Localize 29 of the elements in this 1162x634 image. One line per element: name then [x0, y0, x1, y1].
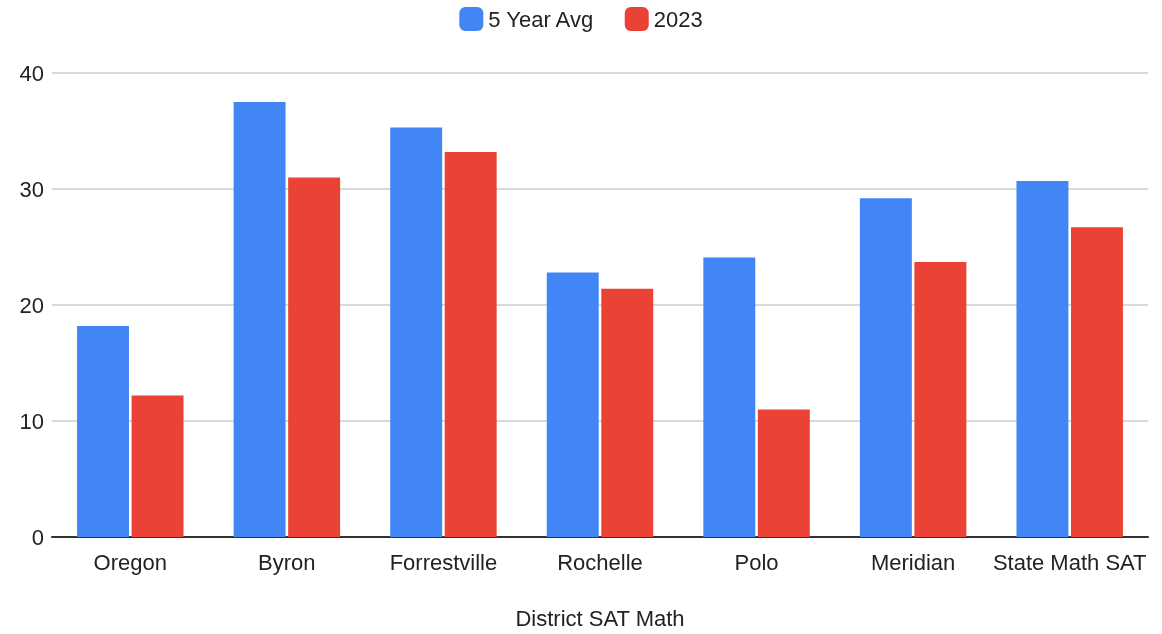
- x-tick-label: Forrestville: [389, 549, 498, 575]
- x-tick-label: Meridian: [870, 549, 956, 575]
- bar: [546, 272, 599, 537]
- bar: [288, 177, 341, 537]
- bar: [233, 102, 286, 537]
- bar: [444, 151, 497, 537]
- x-axis-title: District SAT Math: [515, 605, 685, 631]
- x-tick-label: Rochelle: [557, 549, 643, 575]
- bar: [1071, 227, 1123, 537]
- bar: [77, 325, 129, 537]
- legend-label: 2023: [653, 6, 703, 32]
- bar: [757, 409, 810, 537]
- y-tick-label: 0: [31, 524, 44, 550]
- x-tick-label: State Math SAT: [992, 549, 1147, 575]
- bar: [859, 198, 912, 537]
- x-tick-label: Oregon: [93, 549, 167, 575]
- bar: [703, 257, 756, 537]
- y-tick-label: 10: [19, 408, 44, 434]
- x-tick-label: Polo: [734, 549, 779, 575]
- x-tick-label: Byron: [258, 549, 316, 575]
- bar: [390, 127, 443, 537]
- bar: [914, 262, 967, 537]
- y-tick-label: 20: [19, 292, 44, 318]
- bar: [131, 395, 184, 537]
- bar: [1016, 180, 1069, 537]
- legend-label: 5 Year Avg: [488, 6, 594, 32]
- y-tick-label: 40: [19, 60, 44, 86]
- bar: [601, 288, 654, 537]
- y-tick-label: 30: [19, 176, 44, 202]
